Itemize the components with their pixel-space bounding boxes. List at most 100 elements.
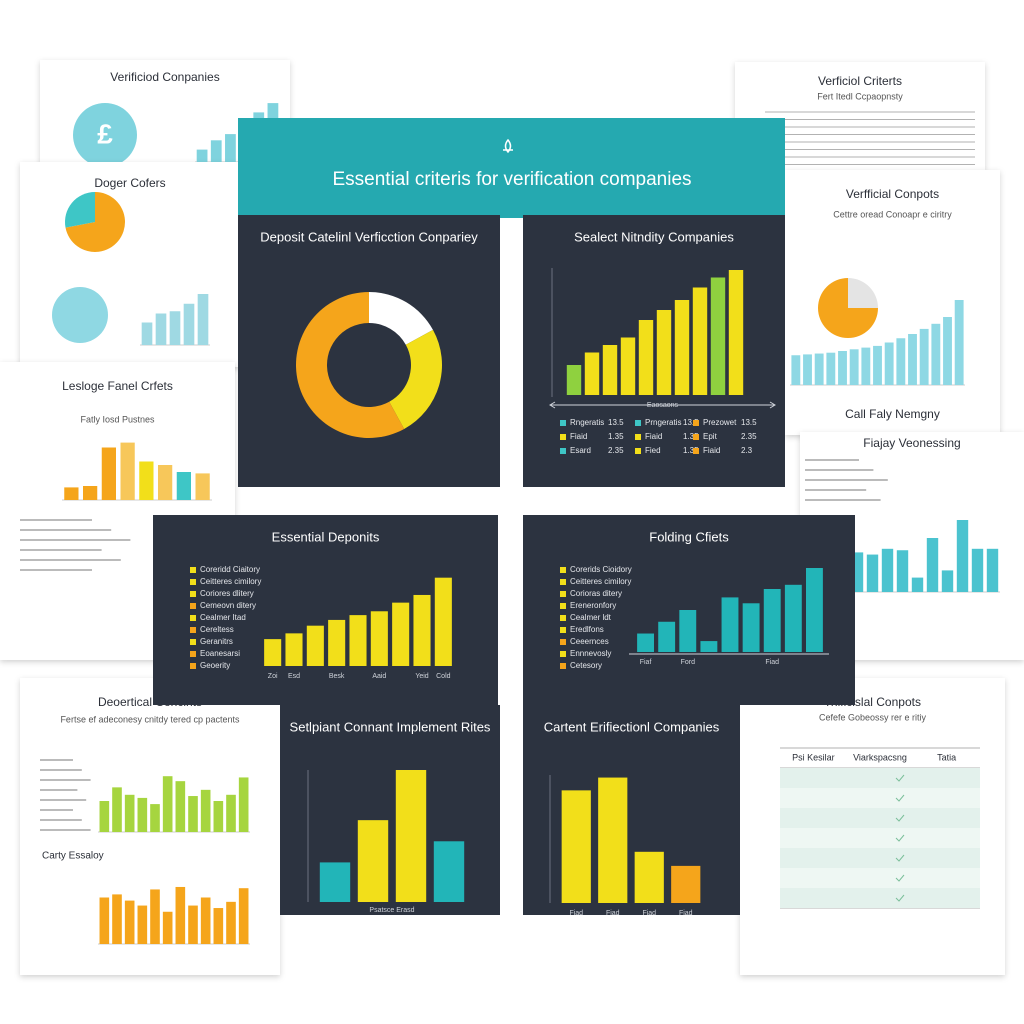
table-row <box>780 848 980 868</box>
bar <box>213 908 224 944</box>
bar <box>197 294 209 345</box>
axis-arrows <box>549 401 776 409</box>
legend-swatch <box>635 448 641 454</box>
card: Verfficial Conpots Cettre oread Conoapr e… <box>785 170 1000 435</box>
legend-label: Fiaid <box>645 432 662 441</box>
donut-slice <box>818 278 878 338</box>
bar <box>881 548 894 592</box>
legend-swatch <box>190 627 196 633</box>
banner-box <box>238 118 785 218</box>
banner-icon <box>503 138 513 154</box>
panel-title: Essential Deponits <box>272 529 380 544</box>
check <box>895 774 905 782</box>
legend-swatch <box>693 434 699 440</box>
legend-label: Ceitteres cimilory <box>200 577 261 586</box>
panel: Cartent Erifiectionl Companies Fiad Fiad Fi… <box>523 705 740 917</box>
legend-label: Coreridd Ciaitory <box>200 565 260 574</box>
legend-swatch <box>560 434 566 440</box>
bar <box>674 300 690 395</box>
x-tick-label: Ford <box>681 659 696 666</box>
bar <box>120 442 135 500</box>
bar <box>196 149 208 162</box>
donut-slice <box>848 278 878 308</box>
bar <box>392 602 410 666</box>
bar <box>896 550 909 592</box>
bar <box>561 790 591 903</box>
bar <box>137 797 148 832</box>
bar <box>328 619 346 666</box>
background-cards: Verificiod Conpanies £ Doger Cofers Lesloge… <box>0 60 1024 975</box>
bar <box>692 287 708 395</box>
bar <box>602 345 618 395</box>
bar <box>943 317 952 385</box>
bar <box>112 787 122 832</box>
legend-label: Ennnevosly <box>570 649 611 658</box>
check <box>895 874 905 882</box>
panel-title: Cartent Erifiectionl Companies <box>544 719 720 734</box>
legend-swatch <box>190 567 196 573</box>
check <box>895 854 905 862</box>
legend-label: Geranitrs <box>200 637 233 646</box>
bar <box>213 801 224 832</box>
bar <box>175 886 186 944</box>
bar <box>742 603 760 652</box>
panel: Setlpiant Connant Implement Rites Psatsce… <box>280 705 500 915</box>
legend-value: 13.5 <box>608 418 624 427</box>
bar <box>566 365 582 395</box>
bar <box>210 140 222 162</box>
bar <box>285 633 303 666</box>
bars-title: Carty Essaloy <box>42 851 104 862</box>
bar <box>175 781 186 832</box>
legend-swatch <box>560 567 566 573</box>
panel-box <box>523 705 740 915</box>
legend-label: Epit <box>703 432 718 441</box>
x-tick-label: Fiad <box>679 910 693 917</box>
bar <box>658 621 676 652</box>
legend-label: Corerids Cioidory <box>570 565 632 574</box>
axis-label: Eaosaons <box>647 402 679 409</box>
bar <box>370 611 388 666</box>
bar <box>238 777 249 832</box>
legend-swatch <box>560 651 566 657</box>
legend-label: Cereltess <box>200 625 234 634</box>
bar <box>908 334 917 385</box>
x-tick-label: Aaid <box>372 673 386 680</box>
legend-value: 2.3 <box>741 446 753 455</box>
bar <box>926 538 939 592</box>
card-subtitle: Cefefe Gobeossy rer e ritiy <box>819 712 927 722</box>
bar <box>721 597 739 652</box>
card-subtitle: Fertse ef adeconesy cnitdy tered cp pact… <box>60 714 240 724</box>
legend-label: Fiaid <box>570 432 587 441</box>
legend-label: Ereneronfory <box>570 601 616 610</box>
bar <box>200 789 211 832</box>
bar <box>200 897 211 944</box>
legend-label: Fiaid <box>703 446 720 455</box>
bar <box>986 548 999 592</box>
bar <box>873 345 882 385</box>
card-title: Fiajay Veonessing <box>863 436 960 450</box>
bar <box>112 894 122 944</box>
bar <box>238 888 249 944</box>
bar <box>814 353 824 385</box>
legend-swatch <box>560 627 566 633</box>
bar <box>763 589 781 652</box>
legend-label: Geoerity <box>200 661 230 670</box>
table-row <box>780 808 980 828</box>
legend-value: 1.35 <box>683 432 699 441</box>
bar <box>155 313 167 345</box>
card-paper <box>20 678 280 975</box>
legend-label: Prngeratis <box>645 418 681 427</box>
bar <box>264 639 282 666</box>
legend-swatch <box>190 651 196 657</box>
panel-box <box>238 215 500 487</box>
bar <box>919 328 929 385</box>
panel-box <box>280 705 500 915</box>
bar <box>183 303 195 345</box>
dark-panels: Deposit Catelinl Verficction Conpariey Se… <box>153 215 855 917</box>
card-subtitle: Fatly Iosd Pustnes <box>80 414 155 424</box>
legend-swatch <box>190 615 196 621</box>
legend-value: 2.35 <box>741 432 757 441</box>
legend-swatch <box>190 603 196 609</box>
bar <box>861 347 871 385</box>
